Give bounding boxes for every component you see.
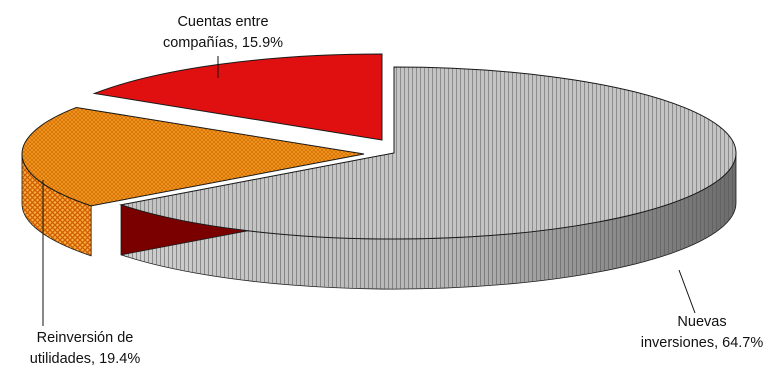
pie-slice-nuevas-inversiones bbox=[119, 66, 737, 240]
slice-label-line: utilidades, 19.4% bbox=[30, 351, 141, 367]
pie-slice-reinversi-n-de-utilidades bbox=[21, 106, 365, 207]
slice-label-line: inversiones, 64.7% bbox=[641, 335, 764, 351]
slice-label-line: compañías, 15.9% bbox=[163, 35, 283, 51]
slice-label: Nuevas inversiones, 64.7% bbox=[641, 314, 764, 351]
slice-label: Reinversión de utilidades, 19.4% bbox=[30, 330, 141, 367]
leader-line bbox=[678, 269, 696, 314]
slice-label-line: Nuevas bbox=[677, 314, 726, 330]
slice-label: Cuentas entre compañías, 15.9% bbox=[163, 14, 283, 51]
slice-label-line: Reinversión de bbox=[37, 330, 134, 346]
slice-label-line: Cuentas entre bbox=[177, 14, 268, 30]
